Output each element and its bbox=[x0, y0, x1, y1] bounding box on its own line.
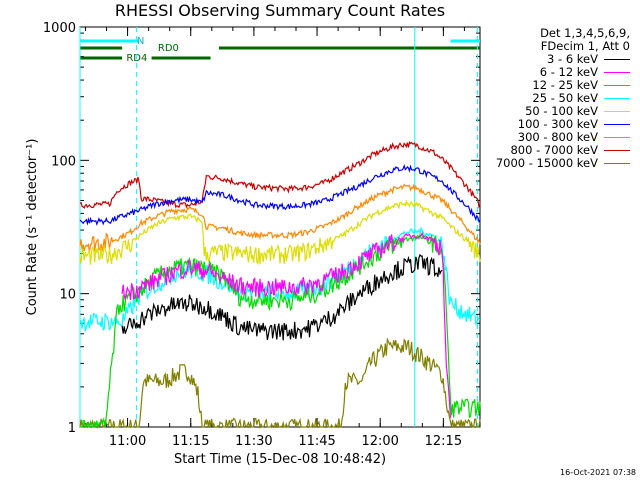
legend-item: 100 - 300 keV bbox=[460, 118, 630, 131]
legend-item: 6 - 12 keV bbox=[460, 66, 630, 79]
series-line bbox=[79, 337, 481, 430]
legend-item-label: 3 - 6 keV bbox=[547, 52, 598, 66]
x-axis-label: Start Time (15-Dec-08 10:48:42) bbox=[174, 452, 386, 467]
legend-item-label: 50 - 100 keV bbox=[525, 104, 598, 118]
legend-item: 50 - 100 keV bbox=[460, 105, 630, 118]
legend-swatch bbox=[604, 72, 630, 73]
legend-item: 25 - 50 keV bbox=[460, 92, 630, 105]
chart-title: RHESSI Observing Summary Count Rates bbox=[114, 1, 446, 20]
legend-item-label: 7000 - 15000 keV bbox=[495, 156, 598, 170]
legend-swatch bbox=[604, 98, 630, 99]
x-tick-label: 11:45 bbox=[298, 434, 335, 449]
legend-swatch bbox=[604, 163, 630, 164]
legend-swatch bbox=[604, 59, 630, 60]
series-line bbox=[79, 163, 481, 226]
legend-item: 800 - 7000 keV bbox=[460, 144, 630, 157]
y-tick-label: 1000 bbox=[43, 21, 76, 36]
legend-item-label: 800 - 7000 keV bbox=[510, 143, 598, 157]
rd0-label: RD0 bbox=[158, 43, 179, 54]
saa-label: N bbox=[137, 36, 144, 47]
legend-header-line-1: Det 1,3,4,5,6,9, bbox=[540, 26, 630, 40]
series-line bbox=[80, 232, 481, 428]
x-tick-label: 11:30 bbox=[235, 434, 272, 449]
timestamp: 16-Oct-2021 07:38 bbox=[560, 468, 636, 477]
series-line bbox=[79, 199, 481, 266]
legend-item-label: 100 - 300 keV bbox=[517, 117, 598, 131]
series-line bbox=[121, 253, 443, 341]
legend-item-label: 300 - 800 keV bbox=[517, 130, 598, 144]
legend-item: 7000 - 15000 keV bbox=[460, 157, 630, 170]
y-axis-label: Count Rate (s⁻¹ detector⁻¹) bbox=[25, 139, 40, 316]
x-tick-label: 11:15 bbox=[172, 434, 209, 449]
y-tick-label: 100 bbox=[51, 154, 76, 169]
series-line bbox=[79, 226, 481, 332]
series-line bbox=[79, 183, 481, 253]
legend-item: 12 - 25 keV bbox=[460, 79, 630, 92]
legend-item: 300 - 800 keV bbox=[460, 131, 630, 144]
legend-swatch bbox=[604, 124, 630, 125]
series-line bbox=[121, 231, 452, 418]
legend-item-label: 25 - 50 keV bbox=[532, 91, 598, 105]
legend-rows: 3 - 6 keV 6 - 12 keV 12 - 25 keV 25 - 50 ke… bbox=[460, 53, 630, 170]
legend-swatch bbox=[604, 111, 630, 112]
legend-item-label: 6 - 12 keV bbox=[539, 65, 598, 79]
legend-item-label: 12 - 25 keV bbox=[532, 78, 598, 92]
y-tick-label: 10 bbox=[59, 288, 76, 303]
x-tick-label: 12:00 bbox=[361, 434, 398, 449]
legend-swatch bbox=[604, 85, 630, 86]
legend-header-line-2: FDecim 1, Att 0 bbox=[540, 39, 630, 53]
x-tick-label: 12:15 bbox=[425, 434, 462, 449]
legend-item: 3 - 6 keV bbox=[460, 53, 630, 66]
series-line bbox=[79, 141, 481, 209]
y-tick-label: 1 bbox=[68, 421, 76, 436]
legend: Det 1,3,4,5,6,9, FDecim 1, Att 0 3 - 6 k… bbox=[460, 27, 630, 170]
plot-frame bbox=[79, 26, 481, 428]
legend-swatch bbox=[604, 137, 630, 138]
legend-swatch bbox=[604, 150, 630, 151]
x-tick-label: 11:00 bbox=[109, 434, 146, 449]
